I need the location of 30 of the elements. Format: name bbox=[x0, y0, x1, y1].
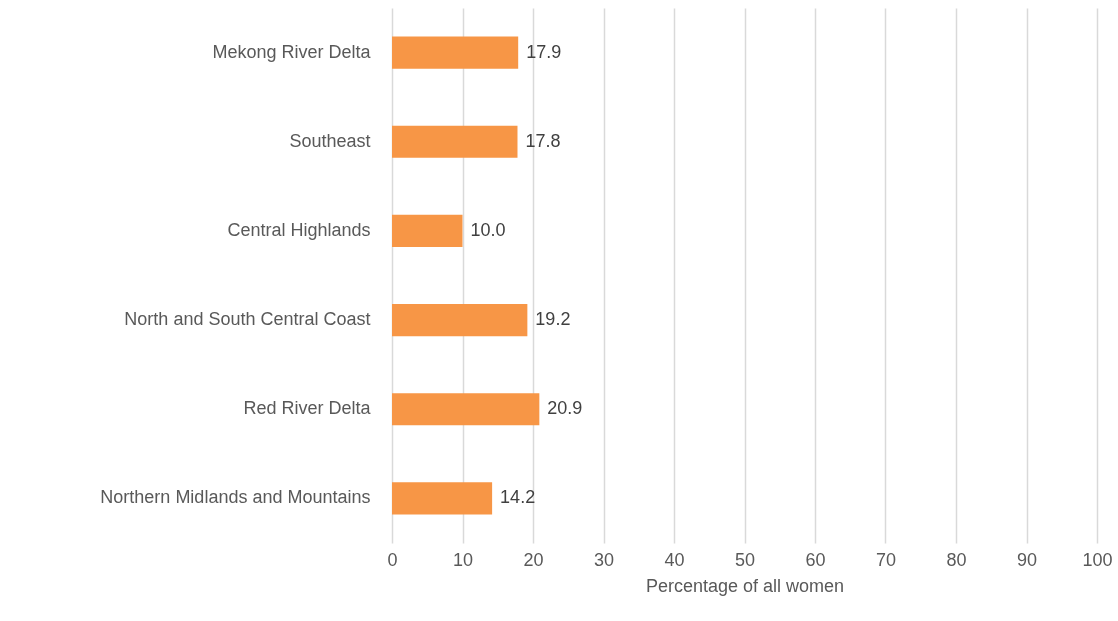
bar bbox=[392, 125, 518, 158]
x-tick-label: 20 bbox=[523, 549, 544, 570]
data-label: 19.2 bbox=[535, 309, 571, 330]
x-axis-title: Percentage of all women bbox=[645, 575, 845, 596]
x-tick-label: 10 bbox=[452, 549, 474, 570]
x-tick-label: 60 bbox=[805, 549, 826, 570]
y-tick-label: North and South Central Coast bbox=[124, 309, 371, 330]
y-tick-label: Northern Midlands and Mountains bbox=[100, 487, 371, 508]
bar bbox=[392, 36, 519, 69]
y-tick-label: Central Highlands bbox=[227, 219, 371, 240]
x-tick-label: 90 bbox=[1016, 549, 1038, 570]
bar bbox=[392, 393, 540, 426]
x-tick-label: 100 bbox=[1082, 549, 1113, 570]
x-tick-label: 30 bbox=[593, 549, 615, 570]
data-label: 17.8 bbox=[525, 130, 561, 151]
x-tick-label: 50 bbox=[734, 549, 756, 570]
x-tick-label: 0 bbox=[387, 549, 398, 570]
data-label: 17.9 bbox=[526, 41, 562, 62]
y-tick-label: Mekong River Delta bbox=[212, 41, 372, 62]
data-label: 10.0 bbox=[470, 219, 506, 240]
y-tick-label: Red River Delta bbox=[243, 398, 372, 419]
x-tick-label: 80 bbox=[946, 549, 967, 570]
y-tick-label: Southeast bbox=[289, 130, 371, 151]
x-tick-label: 70 bbox=[875, 549, 897, 570]
bar bbox=[392, 304, 528, 337]
data-label: 20.9 bbox=[547, 398, 583, 419]
bar bbox=[392, 482, 493, 515]
data-label: 14.2 bbox=[500, 487, 536, 508]
bar bbox=[392, 214, 463, 247]
x-tick-label: 40 bbox=[664, 549, 685, 570]
